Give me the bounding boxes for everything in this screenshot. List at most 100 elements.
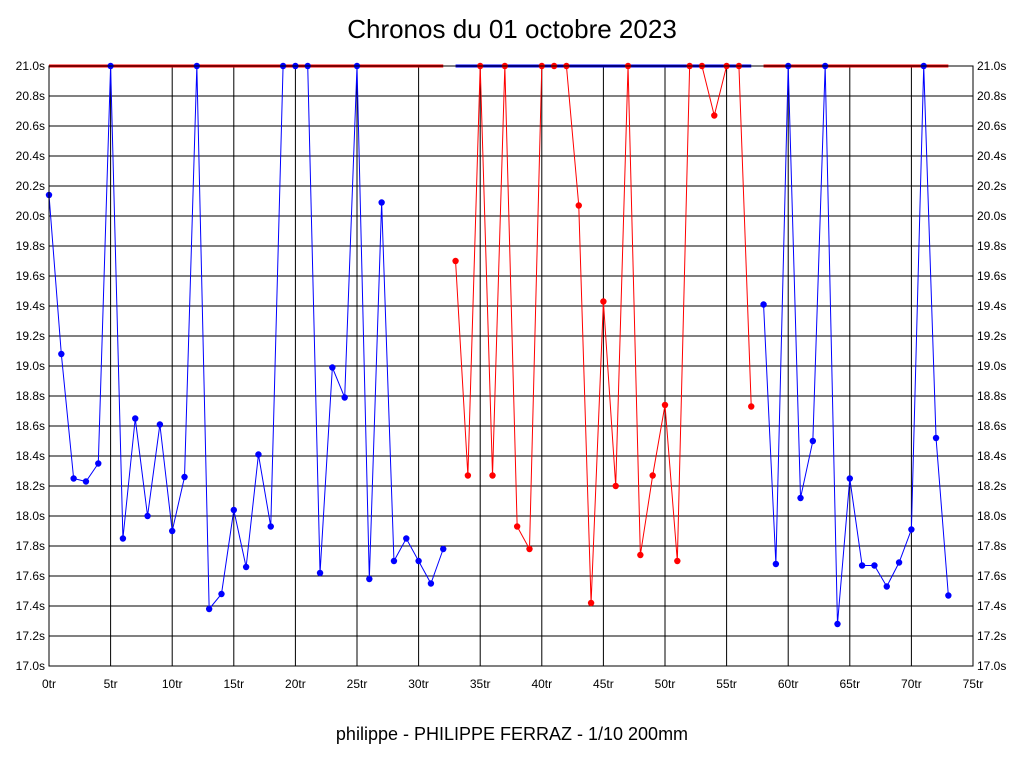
series-1-point [156,421,164,428]
series-1-point [119,535,127,542]
series-1-point [390,557,398,565]
points-layer [45,62,952,628]
series-2-point [452,257,459,265]
series-1-point [82,478,90,485]
axis-labels-layer: 17.0s 17.0s 17.2s 17.2s 17.4s 17.4s 17.6s 17.6s… [16,59,1007,691]
series-3-point [858,562,866,569]
series-3-point [908,526,915,533]
y-tick-label-left: 18.8s [16,389,45,403]
series-1-point [144,512,151,520]
x-tick-label: 15tr [223,677,244,691]
y-tick-label-left: 20.6s [16,119,45,133]
series-1-point [70,475,77,482]
x-tick-label: 30tr [408,677,429,691]
y-tick-label-right: 18.4s [977,449,1006,463]
x-tick-label: 40tr [531,677,552,691]
x-tick-label: 25tr [347,677,368,691]
y-tick-label-left: 19.0s [16,359,45,373]
y-tick-label-right: 17.4s [977,599,1006,613]
series-1-point [341,394,348,401]
series-1-point [95,460,102,467]
y-tick-label-right: 17.2s [977,629,1006,643]
series-1-point [58,350,65,358]
y-tick-label-left: 20.8s [16,89,45,103]
series-3-point [945,592,952,599]
y-tick-label-left: 19.2s [16,329,45,343]
series-2-point [575,202,582,209]
series-1-point [316,569,324,577]
x-tick-label: 60tr [778,677,799,691]
y-tick-label-right: 19.2s [977,329,1006,343]
y-tick-label-right: 19.4s [977,299,1006,313]
y-tick-label-right: 18.8s [977,389,1006,403]
series-2-point [587,599,595,607]
series-2-point [489,472,496,479]
x-tick-label: 5tr [104,677,118,691]
series-2-point [674,557,681,565]
series-1-point [378,199,385,206]
series-2-point [711,112,718,119]
series-1-point [218,590,225,598]
series-1-point [427,580,435,587]
grid-layer [48,65,974,667]
series-1-line [48,65,444,611]
series-3-point [772,560,780,568]
y-tick-label-right: 18.0s [977,509,1006,523]
series-1-point [242,563,250,571]
y-tick-label-right: 17.6s [977,569,1006,583]
series-2-point [637,551,644,559]
y-tick-label-left: 18.6s [16,419,45,433]
series-3-point [871,562,878,569]
series-2-point [600,298,607,305]
y-tick-label-left: 19.4s [16,299,45,313]
x-tick-label: 70tr [901,677,922,691]
x-tick-label: 35tr [470,677,491,691]
series-1-point [403,535,410,542]
x-tick-label: 50tr [655,677,676,691]
x-tick-label: 55tr [716,677,737,691]
y-tick-label-right: 20.0s [977,209,1006,223]
y-tick-label-left: 18.4s [16,449,45,463]
series-1-point [205,605,213,613]
series-1-point [132,415,139,422]
series-3-point [883,583,890,590]
y-tick-label-right: 18.2s [977,479,1006,493]
series-3-point [834,620,841,628]
chart-title: Chronos du 01 octobre 2023 [347,14,677,44]
series-1-point [440,545,447,553]
x-tick-label: 10tr [162,677,183,691]
series-3-point [760,301,767,308]
y-tick-label-left: 17.8s [16,539,45,553]
series-2-point [748,403,755,410]
series-1-point [169,527,176,535]
x-tick-label: 0tr [42,677,56,691]
y-tick-label-left: 17.6s [16,569,45,583]
series-3-line [763,65,949,625]
series-3-point [846,475,853,482]
y-tick-label-right: 20.8s [977,89,1006,103]
plot-frame [48,65,974,667]
x-tick-label: 45tr [593,677,614,691]
y-tick-label-left: 18.0s [16,509,45,523]
series-1-point [329,364,336,371]
y-tick-label-right: 21.0s [977,59,1006,73]
y-tick-label-left: 20.0s [16,209,45,223]
series-1-point [267,523,274,530]
y-tick-label-left: 20.2s [16,179,45,193]
y-tick-label-left: 17.4s [16,599,45,613]
y-tick-label-right: 20.4s [977,149,1006,163]
series-2-point [612,482,619,490]
series-2-point [513,523,521,530]
series-2-point [526,545,533,553]
series-3-point [932,434,940,442]
x-tick-label: 75tr [963,677,984,691]
x-tick-label: 20tr [285,677,306,691]
x-tick-label: 65tr [839,677,860,691]
series-3-point [809,437,817,445]
y-tick-label-right: 17.0s [977,659,1006,673]
y-tick-label-right: 19.6s [977,269,1006,283]
y-tick-label-right: 20.6s [977,119,1006,133]
series-1-point [230,506,237,514]
